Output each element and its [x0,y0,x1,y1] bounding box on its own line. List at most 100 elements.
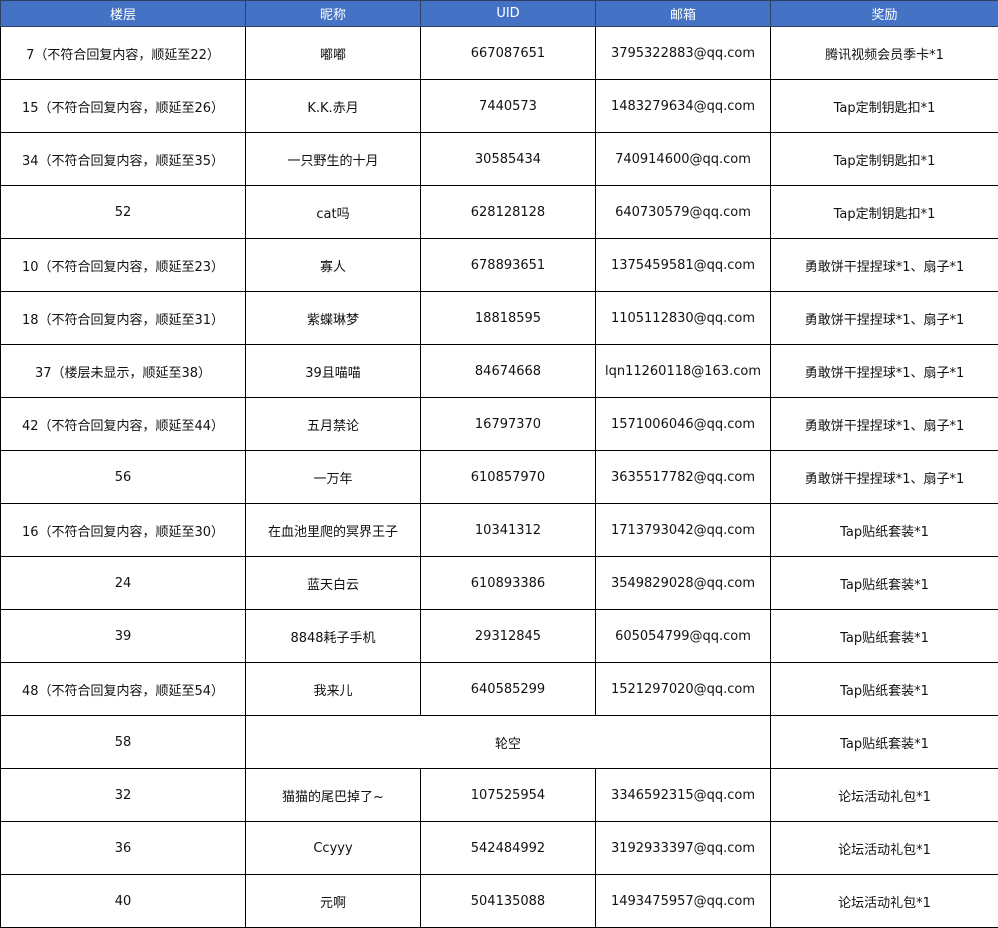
cell-nickname: 嘟嘟 [245,26,421,80]
table-row: 15（不符合回复内容，顺延至26） K.K.赤月 7440573 1483279634… [0,79,998,133]
cell-uid: 16797370 [420,397,596,451]
cell-email: 1713793042@qq.com [595,503,771,557]
cell-reward: 论坛活动礼包*1 [770,821,998,875]
cell-nickname: 紫蝶琳梦 [245,291,421,345]
cell-email: 640730579@qq.com [595,185,771,239]
cell-nickname: 五月禁论 [245,397,421,451]
cell-uid: 84674668 [420,344,596,398]
cell-nickname: 在血池里爬的冥界王子 [245,503,421,557]
cell-reward: Tap贴纸套装*1 [770,503,998,557]
cell-reward: Tap贴纸套装*1 [770,715,998,769]
cell-email: 1375459581@qq.com [595,238,771,292]
cell-reward: 勇敢饼干捏捏球*1、扇子*1 [770,397,998,451]
cell-uid: 640585299 [420,662,596,716]
cell-merged-bye: 轮空 [245,715,771,769]
cell-floor: 32 [0,768,246,822]
table-row: 16（不符合回复内容，顺延至30） 在血池里爬的冥界王子 10341312 17137… [0,503,998,557]
table-row: 42（不符合回复内容，顺延至44） 五月禁论 16797370 1571006046@… [0,397,998,451]
cell-reward: 勇敢饼干捏捏球*1、扇子*1 [770,238,998,292]
cell-uid: 18818595 [420,291,596,345]
cell-reward: Tap贴纸套装*1 [770,662,998,716]
header-row: 楼层 昵称 UID 邮箱 奖励 [0,0,998,27]
table-row: 10（不符合回复内容，顺延至23） 寡人 678893651 1375459581@q… [0,238,998,292]
cell-email: 1521297020@qq.com [595,662,771,716]
table-row: 56 一万年 610857970 3635517782@qq.com 勇敢饼干捏捏球*1… [0,450,998,504]
cell-reward: 论坛活动礼包*1 [770,768,998,822]
table-row: 32 猫猫的尾巴掉了~ 107525954 3346592315@qq.com 论坛活动… [0,768,998,822]
header-reward: 奖励 [770,0,998,27]
table-row: 40 元啊 504135088 1493475957@qq.com 论坛活动礼包*1 [0,874,998,928]
cell-reward: Tap定制钥匙扣*1 [770,79,998,133]
cell-email: 1571006046@qq.com [595,397,771,451]
table-row: 58 轮空 Tap贴纸套装*1 [0,715,998,769]
cell-uid: 29312845 [420,609,596,663]
header-email: 邮箱 [595,0,771,27]
cell-email: 1493475957@qq.com [595,874,771,928]
cell-reward: 腾讯视频会员季卡*1 [770,26,998,80]
cell-reward: 论坛活动礼包*1 [770,874,998,928]
table-row: 37（楼层未显示，顺延至38） 39且喵喵 84674668 lqn11260118@… [0,344,998,398]
cell-reward: 勇敢饼干捏捏球*1、扇子*1 [770,291,998,345]
table-row: 7（不符合回复内容，顺延至22） 嘟嘟 667087651 3795322883@qq… [0,26,998,80]
cell-nickname: 39且喵喵 [245,344,421,398]
cell-uid: 504135088 [420,874,596,928]
table-row: 52 cat吗 628128128 640730579@qq.com Tap定制钥匙扣*… [0,185,998,239]
header-floor: 楼层 [0,0,246,27]
cell-uid: 610857970 [420,450,596,504]
table-row: 36 Ccyyy 542484992 3192933397@qq.com 论坛活动礼包*… [0,821,998,875]
cell-floor: 36 [0,821,246,875]
cell-email: 1483279634@qq.com [595,79,771,133]
cell-email: 1105112830@qq.com [595,291,771,345]
cell-reward: Tap定制钥匙扣*1 [770,185,998,239]
cell-uid: 678893651 [420,238,596,292]
cell-floor: 40 [0,874,246,928]
table-row: 48（不符合回复内容，顺延至54） 我来儿 640585299 1521297020@… [0,662,998,716]
cell-email: 605054799@qq.com [595,609,771,663]
cell-uid: 542484992 [420,821,596,875]
cell-nickname: Ccyyy [245,821,421,875]
cell-nickname: 猫猫的尾巴掉了~ [245,768,421,822]
cell-nickname: 蓝天白云 [245,556,421,610]
cell-floor: 24 [0,556,246,610]
cell-nickname: 一万年 [245,450,421,504]
cell-reward: Tap贴纸套装*1 [770,556,998,610]
cell-floor: 52 [0,185,246,239]
cell-uid: 7440573 [420,79,596,133]
cell-floor: 7（不符合回复内容，顺延至22） [0,26,246,80]
cell-reward: Tap贴纸套装*1 [770,609,998,663]
cell-nickname: cat吗 [245,185,421,239]
cell-floor: 15（不符合回复内容，顺延至26） [0,79,246,133]
cell-floor: 37（楼层未显示，顺延至38） [0,344,246,398]
cell-floor: 58 [0,715,246,769]
cell-floor: 18（不符合回复内容，顺延至31） [0,291,246,345]
table-body: 7（不符合回复内容，顺延至22） 嘟嘟 667087651 3795322883@qq… [0,26,998,928]
cell-uid: 628128128 [420,185,596,239]
cell-floor: 16（不符合回复内容，顺延至30） [0,503,246,557]
cell-email: 3192933397@qq.com [595,821,771,875]
header-nickname: 昵称 [245,0,421,27]
cell-nickname: 我来儿 [245,662,421,716]
cell-reward: 勇敢饼干捏捏球*1、扇子*1 [770,450,998,504]
table-row: 18（不符合回复内容，顺延至31） 紫蝶琳梦 18818595 1105112830@… [0,291,998,345]
cell-uid: 667087651 [420,26,596,80]
cell-nickname: 8848耗子手机 [245,609,421,663]
cell-uid: 610893386 [420,556,596,610]
cell-email: lqn11260118@163.com [595,344,771,398]
cell-floor: 34（不符合回复内容，顺延至35） [0,132,246,186]
header-uid: UID [420,0,596,27]
cell-email: 3346592315@qq.com [595,768,771,822]
cell-email: 3635517782@qq.com [595,450,771,504]
cell-floor: 39 [0,609,246,663]
cell-email: 3549829028@qq.com [595,556,771,610]
cell-uid: 107525954 [420,768,596,822]
cell-nickname: 一只野生的十月 [245,132,421,186]
cell-floor: 48（不符合回复内容，顺延至54） [0,662,246,716]
cell-nickname: 元啊 [245,874,421,928]
cell-uid: 30585434 [420,132,596,186]
cell-reward: 勇敢饼干捏捏球*1、扇子*1 [770,344,998,398]
cell-floor: 42（不符合回复内容，顺延至44） [0,397,246,451]
cell-floor: 56 [0,450,246,504]
cell-nickname: 寡人 [245,238,421,292]
table-row: 34（不符合回复内容，顺延至35） 一只野生的十月 30585434 74091460… [0,132,998,186]
